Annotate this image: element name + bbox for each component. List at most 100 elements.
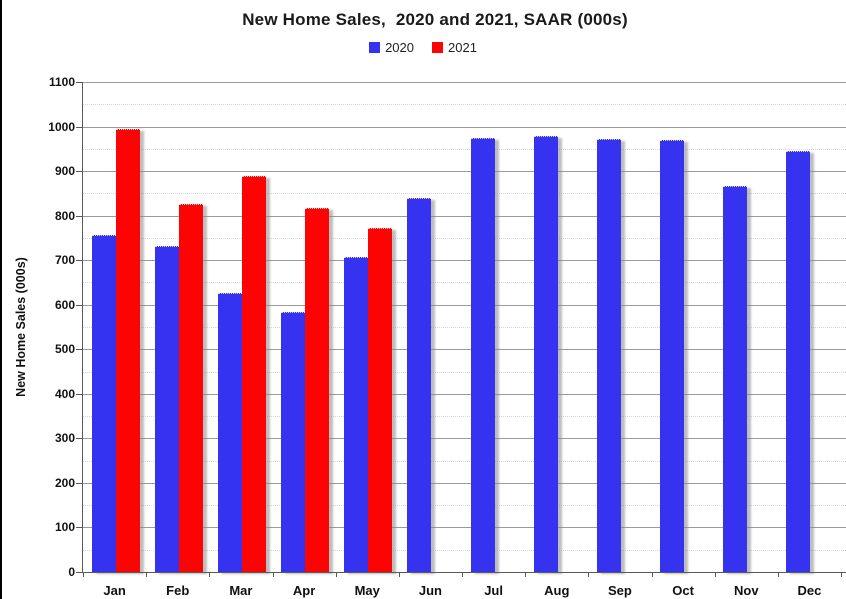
y-tick-label: 700 — [54, 253, 75, 268]
legend-swatch-icon — [369, 42, 381, 53]
legend-swatch-icon — [432, 42, 443, 53]
y-axis-tick — [76, 260, 82, 262]
x-axis-tick — [272, 572, 274, 577]
x-axis-tick — [146, 572, 148, 577]
y-tick-label: 1000 — [48, 119, 75, 134]
x-axis-tick — [83, 572, 84, 577]
x-axis-tick — [841, 572, 843, 577]
x-axis-tick — [209, 572, 211, 577]
x-axis-tick — [588, 572, 590, 577]
gridline-minor — [83, 148, 846, 150]
y-tick-label: 300 — [54, 431, 75, 446]
bar-2020-Mar — [217, 293, 242, 572]
x-tick-label-Nov: Nov — [733, 583, 759, 598]
gridline-major — [83, 527, 846, 529]
y-tick-label: 100 — [54, 520, 75, 535]
y-axis-line — [82, 82, 83, 572]
x-axis-tick — [335, 572, 337, 577]
y-tick-label: 400 — [54, 386, 75, 401]
legend: 2020 2021 — [0, 40, 846, 55]
gridline-minor — [83, 237, 846, 239]
x-tick-label-Apr: Apr — [292, 583, 316, 598]
gridline-minor — [83, 416, 846, 418]
x-axis-tick — [714, 572, 716, 577]
bar-2020-Apr — [281, 311, 305, 572]
y-axis-title: New Home Sales (000s) — [14, 257, 28, 397]
x-tick-label-Jul: Jul — [484, 583, 503, 598]
bar-2020-Sep — [596, 138, 621, 572]
legend-item-2020: 2020 — [369, 40, 414, 55]
x-tick-label-Oct: Oct — [672, 583, 694, 598]
legend-label: 2021 — [448, 40, 477, 55]
legend-item-2021: 2021 — [432, 40, 477, 55]
bar-2021-Feb — [178, 204, 203, 572]
gridline-major — [83, 260, 846, 262]
gridline-major — [83, 393, 846, 395]
bar-2020-Nov — [723, 185, 748, 572]
gridline-minor — [83, 282, 846, 284]
y-axis-tick — [76, 393, 82, 395]
x-axis-tick — [398, 572, 400, 577]
gridline-major — [83, 215, 846, 217]
y-axis-tick — [76, 572, 82, 573]
y-tick-label: 600 — [54, 297, 75, 312]
gridline-minor — [83, 371, 846, 373]
y-tick-label: 0 — [68, 565, 75, 579]
gridline-minor — [83, 104, 846, 106]
bar-2021-Apr — [305, 207, 329, 572]
bar-2020-Jun — [407, 197, 432, 572]
x-tick-label-Sep: Sep — [608, 583, 632, 598]
plot-area: 0 100 200 300 400 500 600 700 800 900 1000 1100 Jan F… — [48, 76, 846, 598]
x-tick-label-Aug: Aug — [544, 583, 570, 598]
gridline-major — [83, 482, 846, 484]
y-axis-tick — [76, 215, 82, 217]
bar-2020-May — [344, 257, 369, 572]
x-tick-label-Feb: Feb — [166, 583, 190, 598]
y-tick-label: 200 — [54, 475, 75, 490]
bar-2020-Feb — [154, 245, 179, 572]
y-axis-tick — [76, 349, 82, 351]
y-tick-label: 800 — [54, 208, 75, 223]
x-tick-label-Dec: Dec — [797, 583, 822, 598]
y-axis-tick — [76, 304, 82, 306]
gridline-major — [83, 438, 846, 440]
gridline-major — [83, 304, 846, 306]
y-tick-label: 500 — [54, 342, 75, 357]
bar-2020-Jul — [470, 138, 495, 572]
y-axis-tick — [76, 482, 82, 484]
bar-2020-Jan — [91, 234, 116, 572]
x-tick-label-May: May — [354, 583, 380, 598]
x-axis-line — [82, 572, 846, 573]
bar-2020-Oct — [660, 140, 685, 572]
x-tick-label-Mar: Mar — [229, 583, 253, 598]
gridline-major — [83, 126, 846, 128]
bar-2020-Aug — [533, 135, 558, 572]
gridline-minor — [83, 327, 846, 328]
gridline-major — [83, 82, 846, 83]
gridline-minor — [83, 193, 846, 195]
y-axis-tick — [76, 171, 82, 173]
legend-label: 2020 — [385, 40, 414, 55]
gridline-minor — [83, 549, 846, 551]
x-tick-label-Jun: Jun — [418, 583, 442, 598]
y-axis-tick — [76, 82, 82, 83]
x-axis-tick — [462, 572, 464, 577]
y-axis-tick — [76, 527, 82, 529]
bar-2021-May — [368, 228, 393, 572]
y-axis-tick — [76, 438, 82, 440]
x-axis-tick — [651, 572, 653, 577]
gridline-minor — [83, 505, 846, 507]
gridline-major — [83, 349, 846, 351]
chart-title: New Home Sales, 2020 and 2021, SAAR (000… — [242, 10, 628, 29]
gridline-minor — [83, 460, 846, 462]
y-tick-label: 1100 — [48, 75, 75, 89]
gridline-major — [83, 171, 846, 173]
bar-2021-Mar — [241, 176, 266, 572]
x-axis-tick — [525, 572, 527, 577]
y-tick-label: 900 — [54, 164, 75, 179]
y-axis-tick — [76, 126, 82, 128]
bar-2021-Jan — [115, 128, 140, 572]
x-axis-tick — [777, 572, 779, 577]
bar-2020-Dec — [786, 150, 811, 572]
